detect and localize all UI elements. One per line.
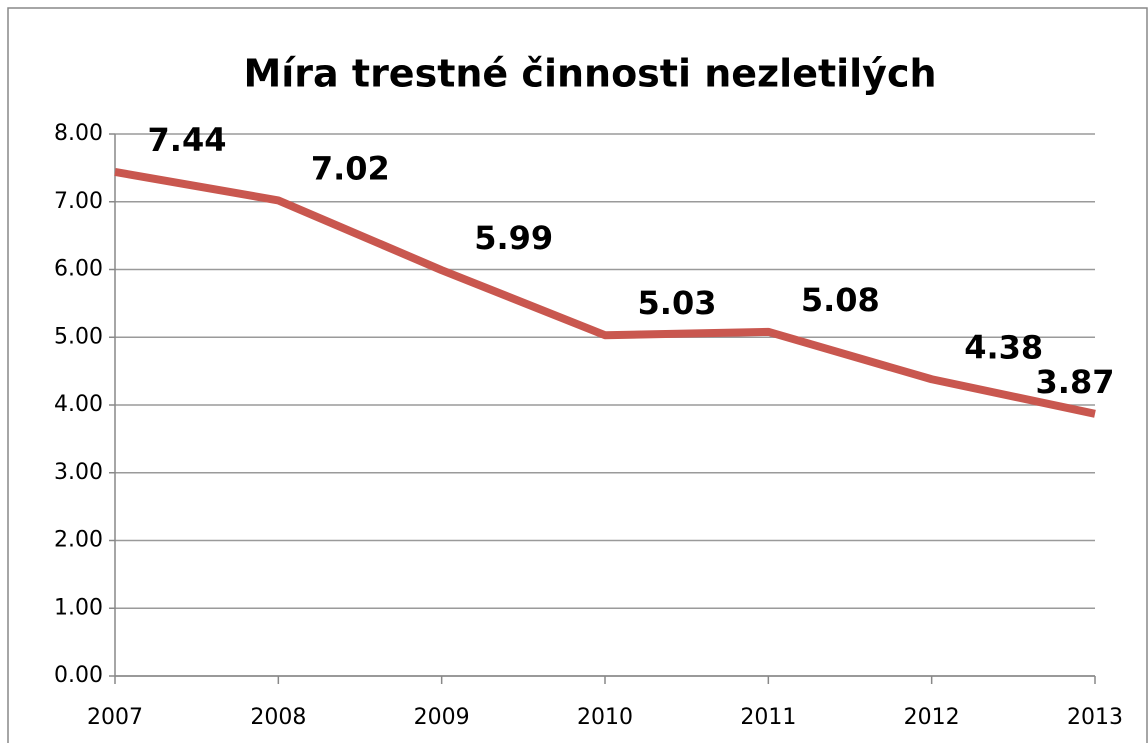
chart-title: Míra trestné činnosti nezletilých xyxy=(243,52,936,96)
x-tick-label: 2012 xyxy=(904,705,960,730)
y-tick-label: 6.00 xyxy=(54,257,103,282)
y-tick-label: 8.00 xyxy=(54,121,103,146)
data-label: 5.08 xyxy=(801,281,880,319)
chart-frame xyxy=(7,7,1148,743)
data-label: 4.38 xyxy=(964,328,1043,366)
x-tick-label: 2013 xyxy=(1067,705,1123,730)
y-tick-label: 2.00 xyxy=(54,528,103,553)
y-tick-label: 0.00 xyxy=(54,663,103,688)
x-tick-label: 2008 xyxy=(250,705,306,730)
x-tick-label: 2011 xyxy=(740,705,796,730)
y-tick-label: 7.00 xyxy=(54,189,103,214)
data-label: 5.99 xyxy=(474,219,553,257)
y-tick-label: 1.00 xyxy=(54,595,103,620)
data-label: 3.87 xyxy=(1036,363,1115,401)
data-line xyxy=(114,167,1096,418)
data-label: 7.02 xyxy=(311,149,390,187)
x-tick-label: 2007 xyxy=(87,705,143,730)
y-tick-label: 5.00 xyxy=(54,324,103,349)
x-tick-label: 2009 xyxy=(414,705,470,730)
y-tick-label: 4.00 xyxy=(54,392,103,417)
data-label: 7.44 xyxy=(148,121,227,159)
y-tick-label: 3.00 xyxy=(54,460,103,485)
data-label: 5.03 xyxy=(638,284,717,322)
x-tick-label: 2010 xyxy=(577,705,633,730)
